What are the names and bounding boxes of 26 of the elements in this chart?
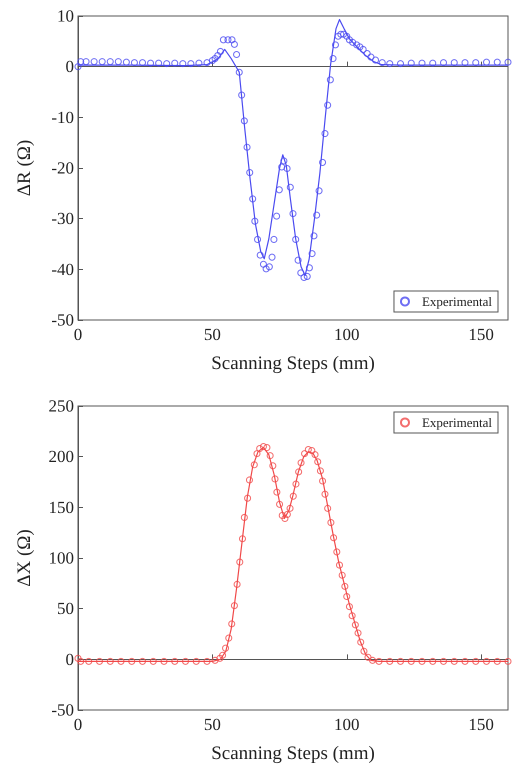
x-axis-title: Scanning Steps (mm) xyxy=(211,743,375,764)
x-tick-label: 100 xyxy=(334,715,360,734)
y-tick-label: -50 xyxy=(51,310,74,330)
y-tick-label: -40 xyxy=(51,260,74,279)
x-axis-title: Scanning Steps (mm) xyxy=(211,353,375,374)
legend-label: Experimental xyxy=(422,415,492,430)
y-tick-label: 50 xyxy=(57,599,74,618)
y-tick-label: 10 xyxy=(57,6,74,26)
y-tick-label: -50 xyxy=(51,700,74,720)
y-axis-title: ΔR (Ω) xyxy=(14,140,35,196)
y-tick-label: 100 xyxy=(48,548,74,568)
x-tick-label: 50 xyxy=(204,325,221,344)
x-tick-label: 50 xyxy=(204,715,221,734)
x-tick-label: 150 xyxy=(468,715,494,734)
y-tick-label: 250 xyxy=(48,396,74,416)
x-tick-label: 150 xyxy=(468,325,494,344)
y-tick-label: -10 xyxy=(51,108,74,127)
y-tick-label: -30 xyxy=(51,209,74,228)
y-tick-label: 0 xyxy=(66,57,74,76)
y-tick-label: 150 xyxy=(48,498,74,517)
y-axis-title: ΔX (Ω) xyxy=(14,529,35,587)
y-tick-label: -20 xyxy=(51,158,74,178)
y-tick-label: 0 xyxy=(66,650,74,669)
y-tick-label: 200 xyxy=(48,447,74,466)
x-tick-label: 100 xyxy=(334,325,360,344)
legend-label: Experimental xyxy=(422,294,492,309)
